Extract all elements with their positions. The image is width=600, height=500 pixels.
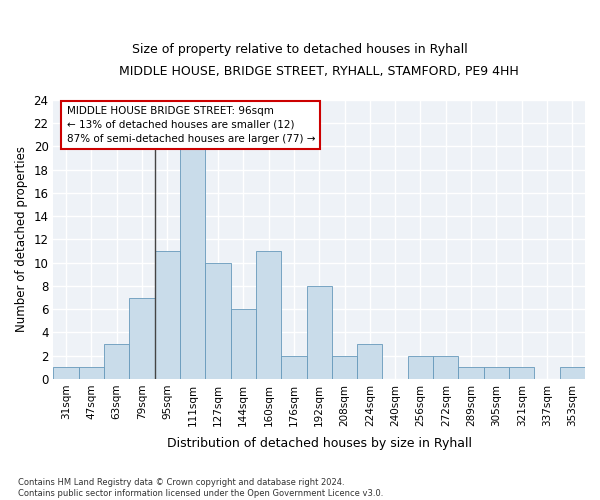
Title: MIDDLE HOUSE, BRIDGE STREET, RYHALL, STAMFORD, PE9 4HH: MIDDLE HOUSE, BRIDGE STREET, RYHALL, STA… (119, 65, 519, 78)
X-axis label: Distribution of detached houses by size in Ryhall: Distribution of detached houses by size … (167, 437, 472, 450)
Bar (307, 286, 332, 379)
Bar (484, 368, 509, 379)
Text: Contains HM Land Registry data © Crown copyright and database right 2024.
Contai: Contains HM Land Registry data © Crown c… (18, 478, 383, 498)
Bar (256, 251, 281, 379)
Text: Size of property relative to detached houses in Ryhall: Size of property relative to detached ho… (132, 42, 468, 56)
Bar (332, 356, 357, 379)
Bar (458, 368, 484, 379)
Y-axis label: Number of detached properties: Number of detached properties (15, 146, 28, 332)
Bar (408, 356, 433, 379)
Bar (130, 298, 155, 379)
Bar (79, 368, 104, 379)
Bar (357, 344, 382, 379)
Bar (230, 309, 256, 379)
Bar (560, 368, 585, 379)
Bar (281, 356, 307, 379)
Bar (53, 368, 79, 379)
Bar (104, 344, 130, 379)
Bar (433, 356, 458, 379)
Bar (155, 251, 180, 379)
Bar (205, 262, 230, 379)
Bar (180, 146, 205, 379)
Text: MIDDLE HOUSE BRIDGE STREET: 96sqm
← 13% of detached houses are smaller (12)
87% : MIDDLE HOUSE BRIDGE STREET: 96sqm ← 13% … (67, 106, 315, 144)
Bar (509, 368, 535, 379)
